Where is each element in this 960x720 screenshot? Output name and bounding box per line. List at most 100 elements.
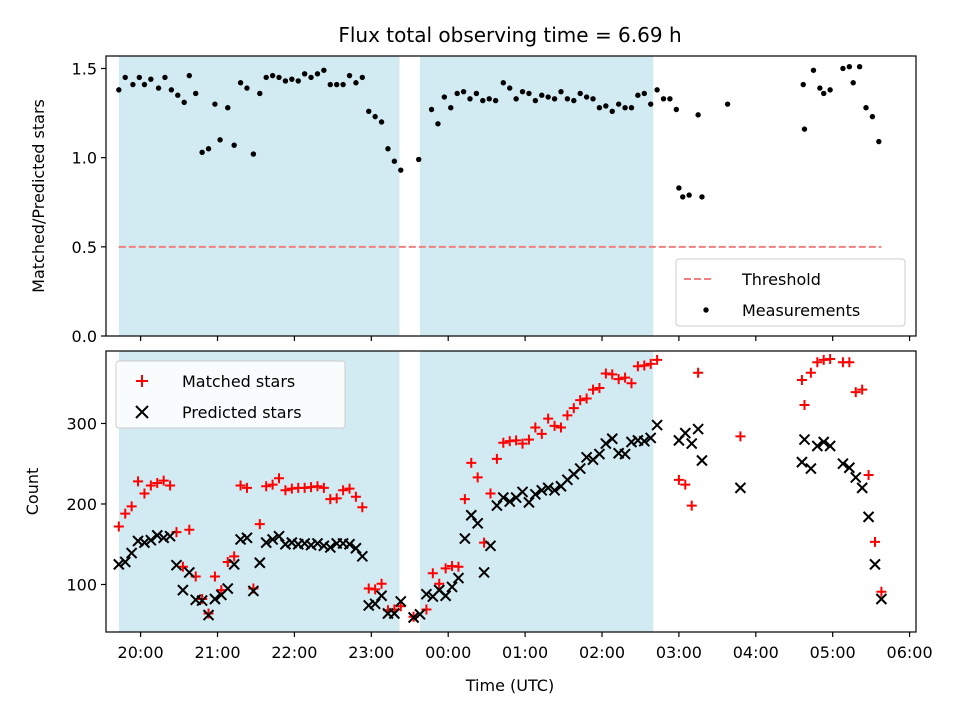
predicted-star-point <box>446 581 458 593</box>
measurement-point <box>609 108 615 114</box>
measurement-point <box>141 81 148 88</box>
measurement-point <box>492 97 499 104</box>
predicted-star-point <box>818 436 830 448</box>
y-tick-label: 300 <box>66 414 97 433</box>
matched-star-point <box>197 593 208 604</box>
matched-star-point <box>440 563 451 574</box>
predicted-star-point <box>420 588 433 600</box>
x-tick-label: 04:00 <box>733 643 779 662</box>
legend-frame <box>675 258 906 327</box>
matched-star-point <box>825 354 836 365</box>
matched-star-point <box>555 422 566 433</box>
predicted-star-point <box>644 432 657 444</box>
predicted-star-point <box>869 558 881 571</box>
matched-star-point <box>491 453 502 464</box>
matched-star-point <box>850 387 861 398</box>
measurement-point <box>441 94 448 100</box>
measurement-point <box>378 119 385 125</box>
matched-star-point <box>338 485 349 496</box>
predicted-star-point <box>796 456 808 468</box>
measurement-point <box>564 96 571 102</box>
legend-label: Threshold <box>741 270 821 289</box>
y-tick-label: 200 <box>66 495 97 514</box>
measurement-point <box>846 64 853 70</box>
measurement-point <box>615 101 622 107</box>
matched-star-point <box>165 480 176 491</box>
measurement-point <box>676 185 682 191</box>
measurement-point <box>308 74 314 81</box>
predicted-star-point <box>862 511 875 523</box>
measurement-point <box>282 78 289 84</box>
measurement-point <box>810 67 817 73</box>
predicted-star-point <box>850 471 862 484</box>
matched-star-point <box>145 480 156 491</box>
matched-star-point <box>152 478 163 489</box>
matched-star-point <box>620 372 631 383</box>
measurement-point <box>583 94 590 100</box>
measurement-point <box>647 101 654 107</box>
legend-frame <box>115 360 346 429</box>
predicted-star-point <box>542 482 554 494</box>
measurement-point <box>136 74 143 81</box>
predicted-star-point <box>811 440 824 452</box>
matched-star-point <box>517 438 528 449</box>
matched-star-point <box>857 384 868 395</box>
measurement-point <box>263 74 269 81</box>
matched-star-point <box>472 472 483 483</box>
predicted-star-point <box>170 559 183 571</box>
measurement-point <box>448 105 454 111</box>
predicted-star-point <box>619 448 631 460</box>
measurement-point <box>821 90 827 97</box>
matched-star-point <box>581 393 592 404</box>
measurement-point <box>244 85 250 91</box>
measurement-point <box>680 194 686 200</box>
axes-frame <box>105 55 917 337</box>
measurement-point <box>856 64 863 70</box>
predicted-star-point <box>491 499 503 512</box>
predicted-star-point <box>856 482 868 494</box>
matched-star-point <box>812 357 823 368</box>
axes-frame <box>105 350 917 633</box>
matched-star-point <box>511 435 522 446</box>
measurement-point <box>480 97 486 104</box>
measurement-point <box>596 105 603 111</box>
measurement-point <box>353 80 359 86</box>
predicted-star-point <box>692 423 704 435</box>
measurement-point <box>526 90 532 97</box>
predicted-star-point <box>177 584 189 596</box>
predicted-star-point <box>266 533 279 546</box>
measurement-point <box>428 106 435 113</box>
matched-star-point <box>280 485 291 496</box>
matched-star-point <box>735 431 746 442</box>
legend-label: Predicted stars <box>182 403 302 422</box>
measurement-point <box>250 151 257 157</box>
measurement-point <box>435 121 441 127</box>
measurement-point <box>168 87 175 93</box>
matched-star-point <box>799 399 810 410</box>
measurement-point <box>801 126 808 132</box>
measurement-point <box>314 71 321 77</box>
predicted-star-point <box>843 462 856 474</box>
predicted-star-point <box>183 566 196 579</box>
predicted-star-point <box>350 542 362 554</box>
measurement-point <box>186 72 193 79</box>
y-tick-label: 1.0 <box>72 149 97 168</box>
series-measurements <box>116 64 882 200</box>
predicted-star-point <box>375 590 388 602</box>
shaded-interval <box>420 351 654 632</box>
predicted-star-point <box>523 496 535 509</box>
measurement-point <box>205 146 212 152</box>
measurement-point <box>225 105 231 111</box>
matched-star-point <box>120 508 131 519</box>
measurement-point <box>500 80 507 86</box>
measurement-point <box>155 85 162 91</box>
predicted-star-point <box>247 585 260 597</box>
measurement-point <box>724 101 731 107</box>
y-axis-label: Matched/Predicted stars <box>29 99 48 293</box>
matched-star-point <box>543 413 554 424</box>
predicted-star-point <box>311 537 324 550</box>
measurement-point <box>416 156 422 163</box>
predicted-star-point <box>805 462 817 475</box>
measurement-point <box>359 74 366 81</box>
